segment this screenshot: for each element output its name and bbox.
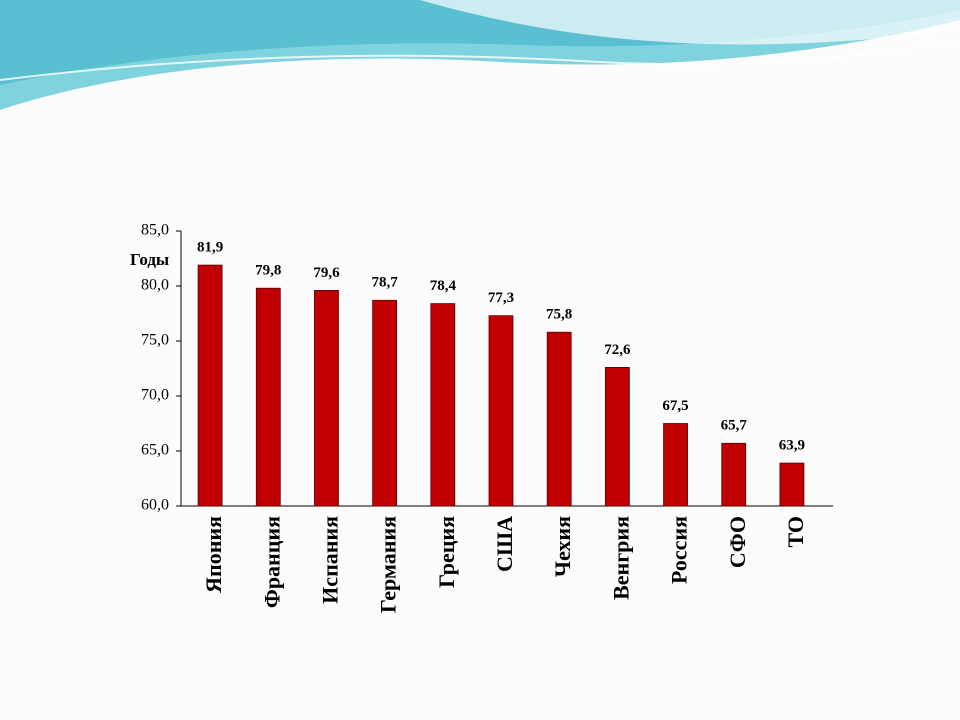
y-tick-label: 75,0	[141, 332, 169, 349]
value-label: 65,7	[721, 418, 748, 434]
bar	[314, 289, 339, 507]
wave-highlight	[420, 0, 960, 45]
x-tick-label: Германия	[376, 516, 401, 613]
y-axis-label: Годы	[130, 250, 169, 269]
value-label: 72,6	[604, 342, 631, 358]
x-tick-label: Венгрия	[608, 516, 633, 600]
wave-line	[0, 39, 960, 81]
bar	[663, 423, 688, 507]
bar	[255, 287, 281, 507]
bar	[197, 264, 223, 507]
value-label: 79,8	[255, 263, 281, 279]
bar	[604, 366, 630, 507]
bar	[488, 315, 514, 507]
y-tick-label: 85,0	[141, 222, 169, 239]
y-tick-label: 65,0	[141, 442, 169, 459]
x-tick-label: Испания	[318, 516, 343, 604]
value-label: 77,3	[488, 290, 514, 306]
value-label: 81,9	[197, 240, 223, 256]
value-label: 67,5	[662, 398, 688, 414]
y-tick-label: 60,0	[141, 497, 169, 514]
bar	[779, 462, 805, 507]
x-tick-label: США	[492, 516, 517, 572]
value-label: 78,7	[372, 275, 399, 291]
value-label: 63,9	[779, 438, 805, 454]
x-tick-label: Греция	[434, 516, 459, 588]
bar	[372, 299, 398, 507]
value-label: 78,4	[430, 278, 457, 294]
bar	[546, 331, 572, 507]
x-tick-label: Россия	[667, 516, 692, 584]
value-label: 75,8	[546, 307, 572, 323]
x-tick-label: Франция	[259, 516, 284, 608]
y-tick-label: 70,0	[141, 387, 169, 404]
bar	[721, 442, 747, 507]
bar	[430, 303, 456, 507]
x-tick-label: ТО	[783, 516, 808, 548]
x-tick-label: СФО	[725, 516, 750, 568]
x-tick-label: Чехия	[550, 516, 575, 577]
value-label: 79,6	[313, 265, 340, 281]
x-tick-label: Япония	[201, 516, 226, 593]
y-tick-label: 80,0	[141, 277, 169, 294]
